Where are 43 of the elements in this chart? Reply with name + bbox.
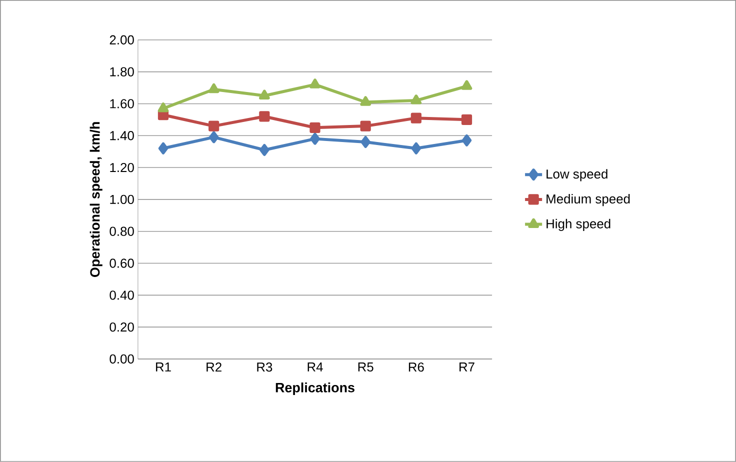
y-axis-title: Operational speed, km/h: [90, 122, 102, 278]
y-tick-label: 1.40: [110, 131, 134, 140]
y-tick-label: 0.40: [110, 290, 134, 300]
point: [360, 136, 370, 148]
y-tick-label: 0.80: [110, 226, 134, 236]
point: [310, 122, 320, 133]
x-tick-label: R3: [257, 362, 272, 372]
point: [310, 132, 320, 145]
legend-label: Low speed: [546, 169, 608, 182]
y-tick-label: 0.20: [110, 322, 134, 332]
point: [461, 80, 472, 90]
x-tick-label: R2: [206, 362, 222, 372]
x-axis-title: Replications: [276, 382, 354, 396]
y-tick-label: 0.60: [110, 258, 134, 268]
point: [208, 83, 220, 94]
y-tick-label: 1.00: [110, 194, 134, 204]
point: [158, 102, 169, 112]
x-tick-label: R6: [408, 362, 424, 372]
point: [410, 112, 422, 124]
x-tick-label: R7: [460, 362, 474, 372]
point: [310, 78, 320, 88]
x-tick-label: R4: [308, 362, 323, 372]
point: [411, 142, 422, 154]
point: [461, 114, 472, 126]
point: [260, 144, 270, 156]
x-tick-label: R1: [156, 362, 171, 372]
point: [410, 94, 422, 104]
point: [360, 120, 371, 132]
legend-label: Medium speed: [546, 194, 630, 206]
y-tick-label: 0.00: [110, 354, 134, 364]
point: [360, 96, 371, 106]
legend-label: High speed: [546, 218, 610, 231]
y-tick-label: 1.80: [110, 67, 134, 76]
point: [208, 131, 219, 144]
point: [259, 90, 270, 100]
y-tick-label: 1.60: [110, 99, 134, 108]
x-tick-label: R5: [358, 362, 374, 372]
point: [462, 134, 472, 146]
y-tick-label: 1.20: [110, 162, 134, 172]
point: [158, 142, 168, 154]
y-tick-label: 2.00: [110, 35, 134, 45]
point: [259, 111, 270, 122]
point: [208, 120, 220, 132]
